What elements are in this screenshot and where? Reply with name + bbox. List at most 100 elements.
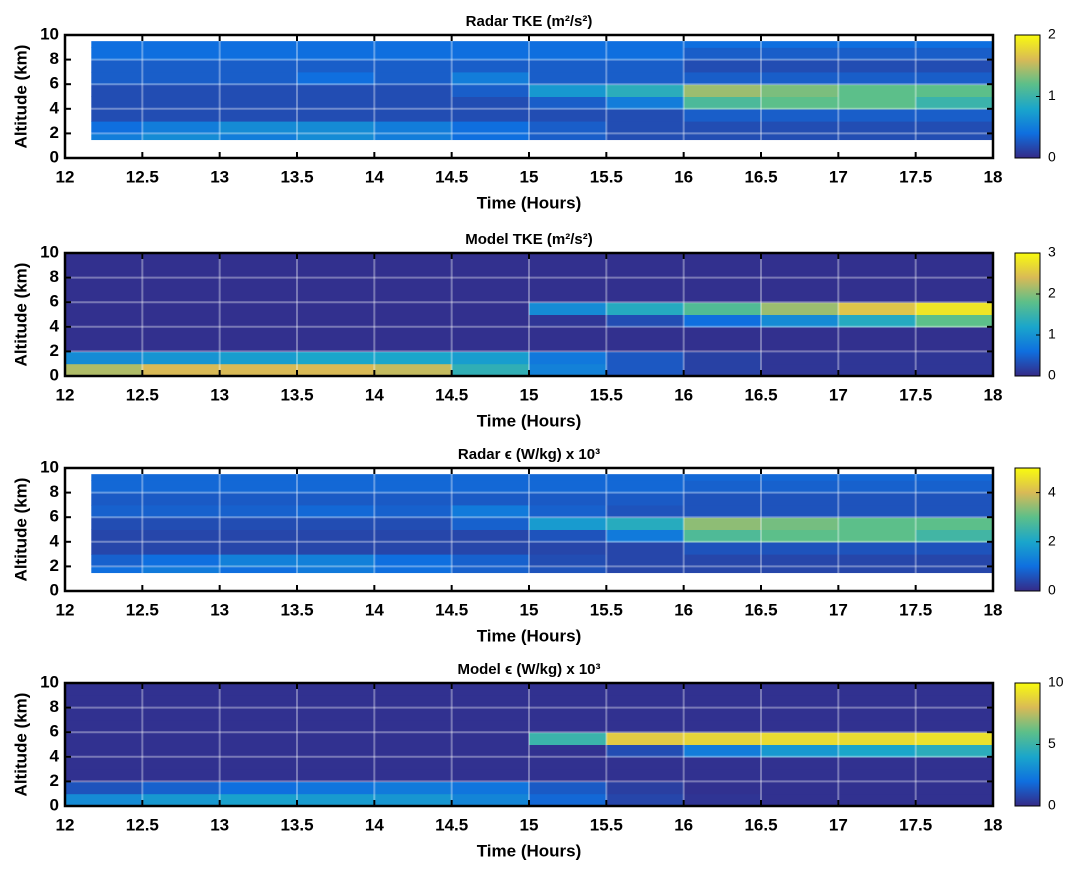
heat-cell (65, 326, 143, 340)
heat-cell (606, 683, 685, 696)
heat-cell (838, 554, 917, 567)
heat-cell (65, 769, 143, 782)
heat-cell (915, 793, 994, 807)
heat-cell (142, 41, 221, 48)
heat-cell (683, 504, 762, 518)
heat-cell (838, 41, 917, 48)
heat-cell (91, 504, 143, 518)
heat-cell (374, 492, 453, 506)
heat-cell (683, 108, 762, 122)
heat-cell (683, 541, 762, 555)
heat-cell (65, 351, 143, 365)
heat-cell (529, 47, 607, 61)
heat-cell (838, 339, 917, 352)
heat-cell (761, 265, 839, 279)
axes-box (63, 33, 995, 160)
x-tick-label: 16.5 (744, 385, 777, 404)
heat-cell (915, 351, 994, 365)
x-tick-label: 18 (984, 167, 1003, 186)
heat-cell (529, 719, 607, 733)
heat-cell (915, 302, 994, 315)
heat-cell (65, 719, 143, 733)
y-axis-label: Altitude (km) (11, 45, 30, 149)
heat-cell (529, 695, 607, 709)
heat-cell (529, 289, 607, 303)
heat-cell (915, 84, 994, 97)
heat-cell (606, 314, 685, 328)
heat-cell (297, 756, 375, 770)
x-tick-label: 17.5 (899, 385, 932, 404)
heat-cell (219, 108, 298, 122)
heat-cell (142, 363, 221, 377)
heat-cell (606, 504, 685, 518)
heat-cell (451, 554, 530, 567)
heat-cell (915, 492, 994, 506)
heat-cell (374, 793, 453, 807)
heat-cell (915, 71, 994, 85)
heat-cell (761, 351, 839, 365)
heat-cell (374, 41, 453, 48)
heat-cell (838, 480, 917, 494)
heat-cell (219, 769, 298, 782)
heat-cell (142, 541, 221, 555)
heat-cell (915, 314, 994, 328)
heat-cell (915, 566, 994, 574)
heat-cell (529, 554, 607, 567)
heat-cell (761, 504, 839, 518)
heat-cell (838, 108, 917, 122)
x-tick-label: 13.5 (280, 815, 313, 834)
y-tick-label: 8 (50, 482, 59, 501)
heat-cell (915, 781, 994, 795)
heat-cell (683, 289, 762, 303)
heat-cell (915, 695, 994, 709)
heat-cell (297, 541, 375, 555)
y-tick-label: 6 (50, 507, 59, 526)
heat-cell (374, 541, 453, 555)
heat-cell (91, 492, 143, 506)
heat-cell (761, 71, 839, 85)
heat-cell (65, 695, 143, 709)
heat-cell (451, 566, 530, 574)
heat-cell (65, 277, 143, 291)
heat-cell (297, 529, 375, 543)
heat-cell (838, 529, 917, 543)
heat-cell (606, 529, 685, 543)
x-tick-label: 16.5 (744, 600, 777, 619)
heat-cell (297, 253, 375, 266)
heat-cell (529, 41, 607, 48)
heat-cell (91, 41, 143, 48)
heat-cell (374, 480, 453, 494)
heat-cell (761, 707, 839, 721)
colorbar-tick-label: 2 (1048, 533, 1056, 549)
heat-cell (374, 339, 453, 352)
heat-cell (65, 744, 143, 758)
heat-cell (219, 744, 298, 758)
heat-cell (683, 302, 762, 315)
heat-cell (91, 474, 143, 481)
heat-cell (915, 732, 994, 745)
heat-cell (915, 529, 994, 543)
heat-cell (451, 732, 530, 745)
heat-cell (142, 351, 221, 365)
heat-cell (374, 683, 453, 696)
heat-cell (451, 492, 530, 506)
x-tick-label: 14.5 (435, 167, 468, 186)
x-axis-label: Time (Hours) (477, 193, 582, 212)
heat-cell (297, 707, 375, 721)
heat-cell (142, 474, 221, 481)
heat-cell (529, 133, 607, 141)
heat-cell (142, 289, 221, 303)
colorbar (1014, 682, 1041, 807)
x-tick-label: 13 (210, 600, 229, 619)
heat-cell (297, 554, 375, 567)
heat-cell (91, 554, 143, 567)
heat-cell (91, 133, 143, 141)
y-tick-label: 6 (50, 292, 59, 311)
heat-cell (374, 781, 453, 795)
heat-cell (683, 719, 762, 733)
heat-cell (915, 326, 994, 340)
heat-cell (529, 474, 607, 481)
heat-cell (915, 756, 994, 770)
heat-cell (761, 744, 839, 758)
heat-cell (142, 504, 221, 518)
